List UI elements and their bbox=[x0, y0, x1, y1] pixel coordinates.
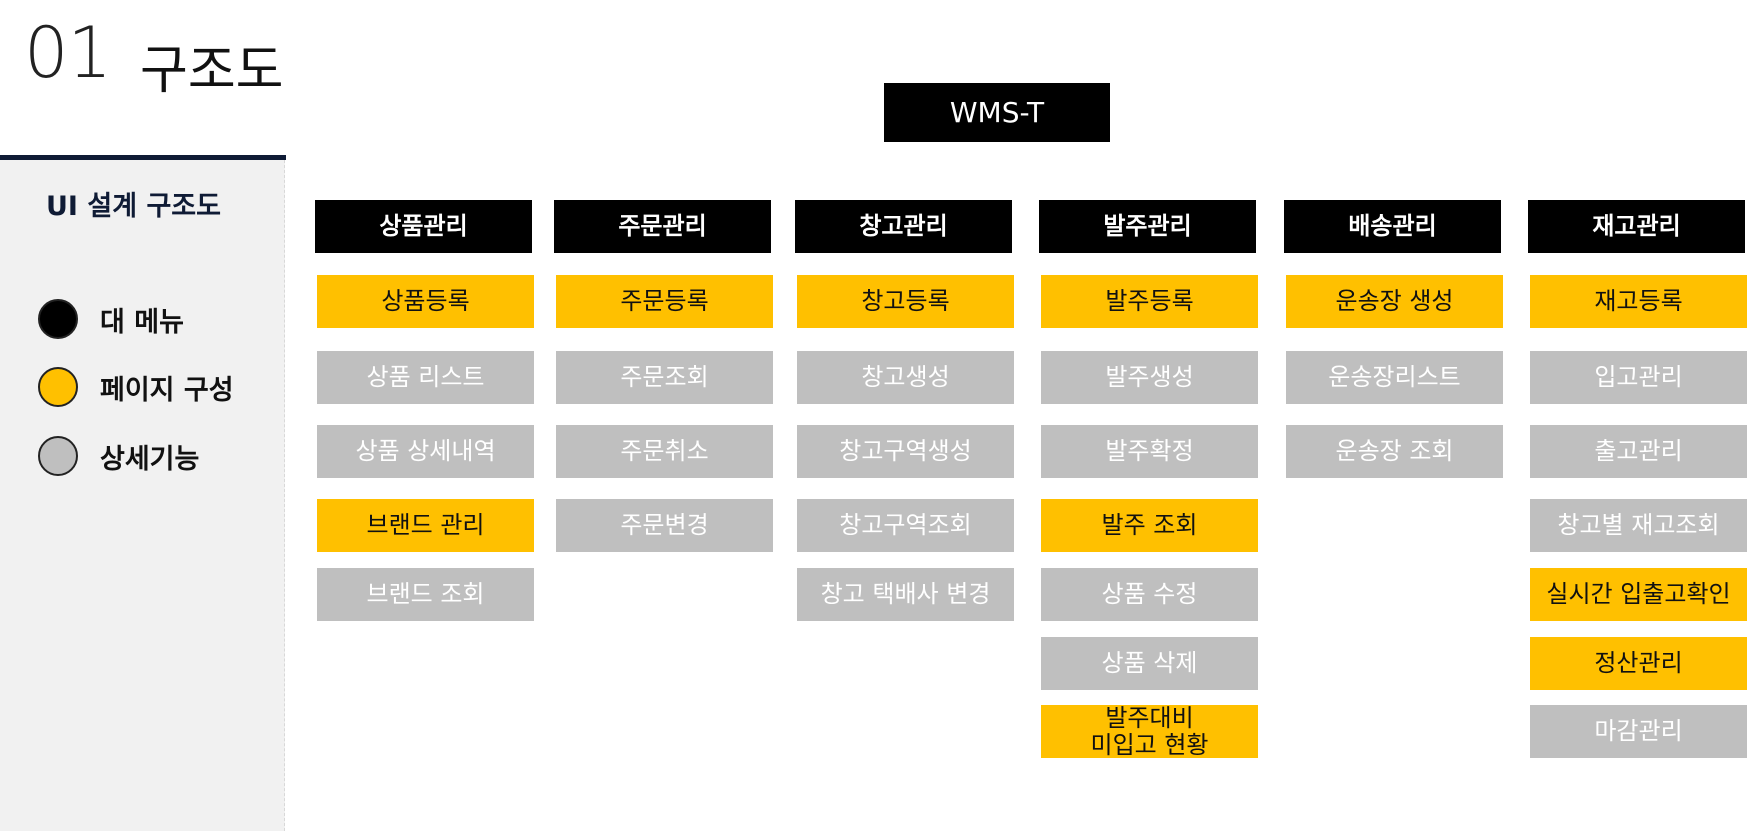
page-box: 운송장 생성 bbox=[1286, 275, 1503, 328]
detail-box: 주문변경 bbox=[556, 499, 773, 552]
page-box: 발주대비 미입고 현황 bbox=[1041, 705, 1258, 758]
page-box: 상품등록 bbox=[317, 275, 534, 328]
page-box: 실시간 입출고확인 bbox=[1530, 568, 1747, 621]
circle-yellow-icon bbox=[38, 367, 78, 407]
detail-box: 창고생성 bbox=[797, 351, 1014, 404]
detail-box: 입고관리 bbox=[1530, 351, 1747, 404]
sidebar-divider bbox=[0, 155, 286, 160]
detail-box: 발주확정 bbox=[1041, 425, 1258, 478]
main-menu-box: 창고관리 bbox=[795, 200, 1012, 253]
circle-black-icon bbox=[38, 299, 78, 339]
page-box: 브랜드 관리 bbox=[317, 499, 534, 552]
root-node: WMS-T bbox=[884, 83, 1110, 142]
detail-box: 주문취소 bbox=[556, 425, 773, 478]
legend-item-page: 페이지 구성 bbox=[38, 365, 234, 409]
main-menu-box: 발주관리 bbox=[1039, 200, 1256, 253]
page-box: 주문등록 bbox=[556, 275, 773, 328]
detail-box: 출고관리 bbox=[1530, 425, 1747, 478]
legend-item-main-menu: 대 메뉴 bbox=[38, 297, 184, 341]
legend-label: 대 메뉴 bbox=[100, 306, 184, 338]
main-menu-box: 재고관리 bbox=[1528, 200, 1745, 253]
detail-box: 운송장 조회 bbox=[1286, 425, 1503, 478]
page-title: 구조도 bbox=[140, 41, 284, 101]
main-menu-box: 배송관리 bbox=[1284, 200, 1501, 253]
detail-box: 창고구역생성 bbox=[797, 425, 1014, 478]
detail-box: 상품 삭제 bbox=[1041, 637, 1258, 690]
detail-box: 마감관리 bbox=[1530, 705, 1747, 758]
page-number: 01 bbox=[24, 12, 112, 94]
detail-box: 브랜드 조회 bbox=[317, 568, 534, 621]
detail-box: 상품 수정 bbox=[1041, 568, 1258, 621]
sidebar bbox=[0, 155, 285, 831]
detail-box: 운송장리스트 bbox=[1286, 351, 1503, 404]
detail-box: 창고구역조회 bbox=[797, 499, 1014, 552]
detail-box: 발주생성 bbox=[1041, 351, 1258, 404]
detail-box: 창고 택배사 변경 bbox=[797, 568, 1014, 621]
detail-box: 창고별 재고조회 bbox=[1530, 499, 1747, 552]
page-box: 창고등록 bbox=[797, 275, 1014, 328]
page-box: 발주등록 bbox=[1041, 275, 1258, 328]
detail-box: 상품 리스트 bbox=[317, 351, 534, 404]
main-menu-box: 상품관리 bbox=[315, 200, 532, 253]
page-box: 발주 조회 bbox=[1041, 499, 1258, 552]
legend-label: 페이지 구성 bbox=[100, 374, 234, 406]
page-box: 재고등록 bbox=[1530, 275, 1747, 328]
detail-box: 주문조회 bbox=[556, 351, 773, 404]
page-box: 정산관리 bbox=[1530, 637, 1747, 690]
legend-item-detail: 상세기능 bbox=[38, 434, 199, 478]
circle-gray-icon bbox=[38, 436, 78, 476]
main-menu-box: 주문관리 bbox=[554, 200, 771, 253]
detail-box: 상품 상세내역 bbox=[317, 425, 534, 478]
legend-label: 상세기능 bbox=[100, 443, 200, 475]
sidebar-title: UI 설계 구조도 bbox=[46, 191, 221, 222]
